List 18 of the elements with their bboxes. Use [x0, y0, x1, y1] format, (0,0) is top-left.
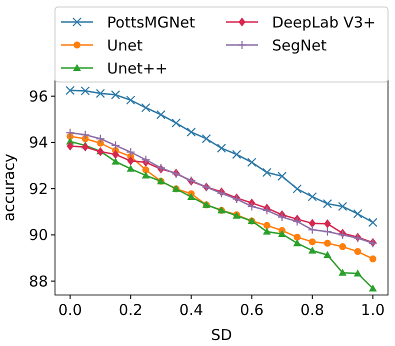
x-tick-label: 0.6 [240, 301, 264, 319]
y-tick-label: 92 [28, 180, 48, 198]
legend-label: DeepLab V3+ [272, 13, 376, 32]
legend-label: Unet++ [107, 59, 168, 78]
legend-label: SegNet [272, 36, 327, 54]
y-axis-title: accuracy [0, 154, 18, 222]
y-tick-label: 94 [28, 134, 48, 152]
legend-label: Unet [107, 36, 143, 54]
legend-label: PottsMGNet [107, 13, 196, 32]
y-tick-label: 90 [28, 226, 48, 244]
x-axis-title: SD [210, 326, 232, 344]
x-tick-label: 1.0 [360, 301, 385, 319]
y-tick-label: 96 [28, 87, 48, 106]
x-tick-label: 0.2 [118, 301, 143, 319]
y-tick-label: 88 [28, 272, 48, 290]
x-tick-label: 0.8 [300, 301, 324, 319]
x-tick-label: 0.4 [179, 301, 204, 319]
x-tick-label: 0.0 [58, 301, 82, 319]
